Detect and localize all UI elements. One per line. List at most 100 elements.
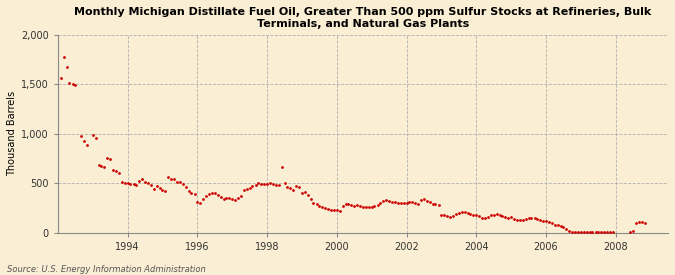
Point: [421, 199, 432, 203]
Point: [227, 197, 238, 201]
Point: [253, 181, 264, 185]
Point: [587, 230, 598, 234]
Point: [183, 189, 194, 193]
Point: [634, 219, 645, 224]
Point: [299, 190, 310, 194]
Point: [538, 218, 549, 223]
Point: [445, 215, 456, 219]
Point: [67, 82, 78, 87]
Point: [608, 230, 618, 235]
Point: [593, 230, 603, 234]
Point: [425, 200, 435, 204]
Point: [314, 204, 325, 208]
Point: [131, 183, 142, 187]
Point: [189, 192, 200, 196]
Point: [137, 177, 148, 181]
Title: Monthly Michigan Distillate Fuel Oil, Greater Than 500 ppm Sulfur Stocks at Refi: Monthly Michigan Distillate Fuel Oil, Gr…: [74, 7, 651, 29]
Point: [148, 187, 159, 191]
Point: [279, 181, 290, 185]
Point: [175, 180, 186, 184]
Point: [418, 197, 429, 202]
Point: [349, 204, 360, 208]
Point: [535, 218, 545, 222]
Point: [105, 157, 115, 162]
Point: [288, 188, 298, 192]
Point: [198, 197, 209, 201]
Point: [282, 185, 293, 189]
Point: [203, 192, 214, 196]
Point: [549, 222, 560, 227]
Point: [116, 180, 127, 184]
Point: [596, 230, 607, 234]
Point: [526, 216, 537, 220]
Point: [570, 230, 580, 234]
Point: [125, 182, 136, 186]
Point: [305, 197, 316, 201]
Point: [416, 198, 427, 202]
Point: [552, 223, 563, 227]
Point: [355, 204, 366, 208]
Point: [200, 194, 211, 198]
Point: [273, 183, 284, 187]
Point: [79, 139, 90, 143]
Point: [146, 182, 157, 187]
Point: [221, 196, 232, 200]
Point: [186, 191, 197, 195]
Point: [346, 203, 357, 207]
Point: [107, 168, 118, 172]
Point: [556, 223, 566, 228]
Point: [637, 220, 647, 224]
Point: [433, 203, 444, 208]
Point: [276, 165, 287, 169]
Point: [163, 175, 174, 179]
Point: [471, 213, 482, 218]
Point: [151, 184, 162, 188]
Point: [576, 230, 587, 234]
Point: [456, 210, 467, 214]
Y-axis label: Thousand Barrels: Thousand Barrels: [7, 91, 17, 176]
Point: [465, 212, 476, 216]
Point: [259, 182, 270, 186]
Point: [442, 214, 453, 218]
Point: [166, 177, 177, 181]
Point: [401, 201, 412, 205]
Point: [236, 194, 246, 198]
Point: [343, 202, 354, 206]
Point: [128, 182, 139, 186]
Point: [488, 213, 499, 217]
Point: [331, 208, 342, 212]
Point: [271, 183, 281, 187]
Point: [329, 208, 340, 213]
Point: [233, 196, 244, 200]
Point: [218, 197, 229, 201]
Point: [320, 206, 331, 210]
Point: [317, 205, 327, 209]
Point: [308, 201, 319, 205]
Point: [483, 214, 493, 219]
Point: [352, 203, 362, 208]
Point: [180, 185, 191, 189]
Point: [601, 230, 612, 235]
Point: [242, 187, 252, 191]
Point: [604, 230, 615, 235]
Point: [572, 230, 583, 234]
Point: [491, 212, 502, 216]
Point: [134, 179, 144, 183]
Point: [500, 215, 510, 219]
Point: [61, 65, 72, 70]
Point: [584, 230, 595, 234]
Point: [338, 204, 348, 208]
Point: [76, 134, 86, 138]
Point: [523, 216, 534, 220]
Point: [567, 229, 578, 234]
Point: [323, 207, 333, 211]
Point: [541, 218, 551, 223]
Point: [340, 202, 351, 206]
Point: [294, 185, 304, 189]
Point: [367, 205, 377, 209]
Point: [140, 180, 151, 184]
Point: [517, 218, 528, 222]
Point: [364, 205, 375, 210]
Point: [448, 213, 458, 218]
Point: [547, 221, 558, 225]
